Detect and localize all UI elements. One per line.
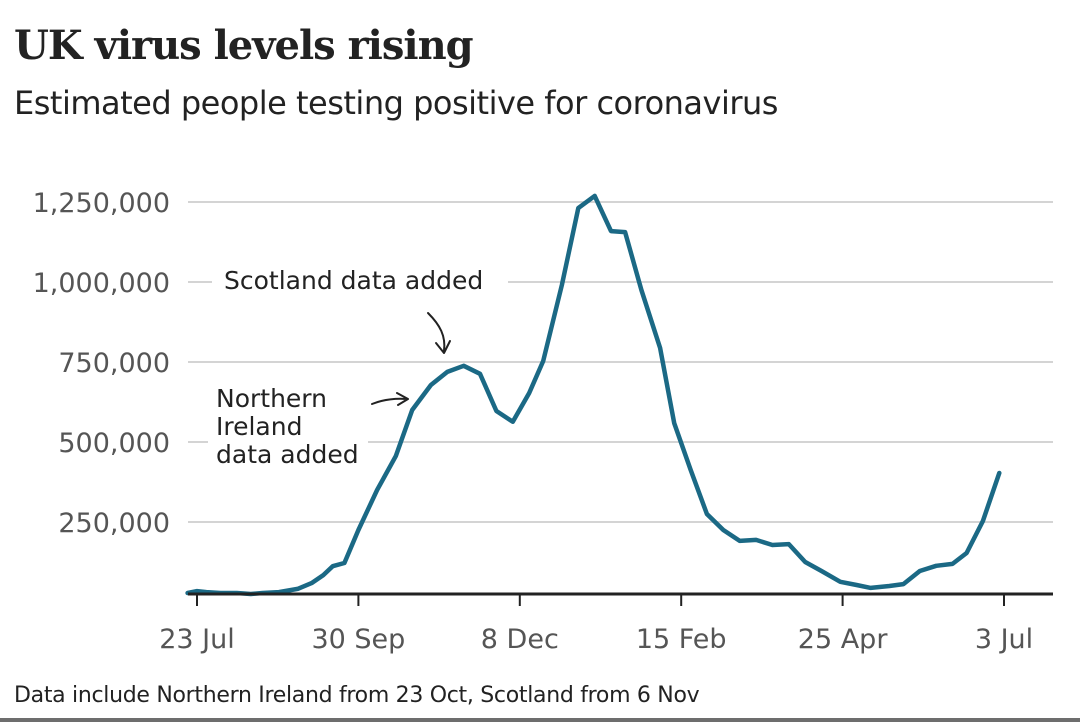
annotations: Scotland data added Northern Ireland dat… <box>216 266 483 469</box>
annotation-ni-label-line3: data added <box>216 440 359 469</box>
annotation-ni-arrow <box>371 392 409 406</box>
line-chart: 250,000500,000750,0001,000,0001,250,000 … <box>33 188 1053 655</box>
series-layer <box>185 193 1002 597</box>
chart-footnote: Data include Northern Ireland from 23 Oc… <box>14 683 700 708</box>
annotation-scotland-label: Scotland data added <box>224 266 483 295</box>
annotation-scotland-arrow <box>427 312 451 354</box>
chart-title: UK virus levels rising <box>14 22 474 69</box>
x-tick-label: 15 Feb <box>636 624 727 655</box>
annotation-ni-bg <box>208 380 368 472</box>
x-tick-label: 23 Jul <box>159 624 235 655</box>
y-tick-label: 1,000,000 <box>33 268 170 299</box>
bottom-divider <box>0 718 1080 722</box>
x-tick-label: 3 Jul <box>975 624 1033 655</box>
x-tick-label: 30 Sep <box>311 624 405 655</box>
y-axis-labels: 250,000 500,000 750,000 1,000,000 1,250,000 <box>33 188 170 539</box>
annotation-ni-label-line1: Northern <box>216 384 327 413</box>
y-tick-label: 500,000 <box>58 428 170 459</box>
y-tick-label: 250,000 <box>58 508 170 539</box>
x-axis: 23 Jul 30 Sep 8 Dec 15 Feb 25 Apr 3 Jul <box>159 592 1053 655</box>
annotation-scotland-bg <box>212 262 508 298</box>
x-tick-label: 25 Apr <box>798 624 889 655</box>
chart-subtitle: Estimated people testing positive for co… <box>14 84 778 122</box>
y-tick-label: 1,250,000 <box>33 188 170 219</box>
series-line <box>185 193 1002 597</box>
x-tick-label: 8 Dec <box>481 624 559 655</box>
gridlines <box>188 201 1053 523</box>
y-tick-label: 750,000 <box>58 348 170 379</box>
annotation-ni-label-line2: Ireland <box>216 412 302 441</box>
annotation-backgrounds <box>208 262 508 472</box>
